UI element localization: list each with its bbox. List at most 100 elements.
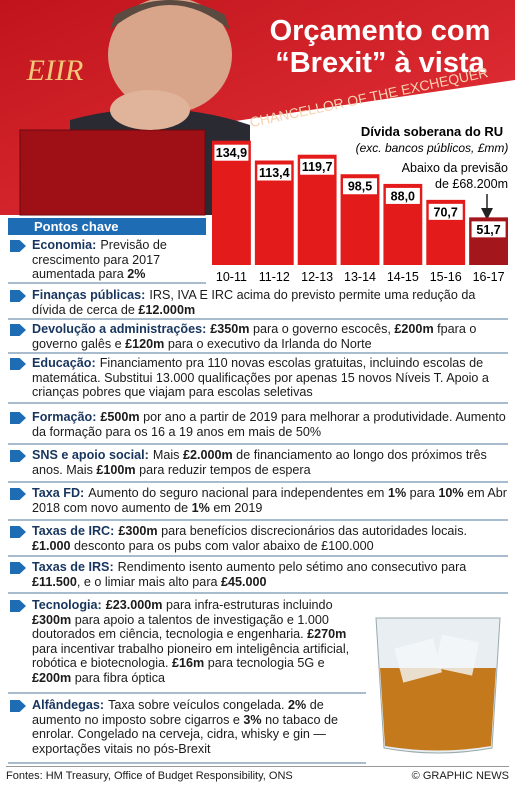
point-text: para reduzir tempos de espera bbox=[135, 462, 311, 477]
key-point: Taxa FD: Aumento do seguro nacional para … bbox=[8, 486, 508, 521]
x-tick-label: 13-14 bbox=[344, 270, 376, 284]
value-label-box bbox=[385, 187, 420, 204]
x-tick-label: 15-16 bbox=[430, 270, 462, 284]
key-point: SNS e apoio social: Mais £2.000m de finan… bbox=[8, 448, 508, 483]
chart-title: Dívida soberana do RU bbox=[361, 124, 503, 139]
point-title: Taxa FD: bbox=[32, 486, 85, 500]
point-text: £200m bbox=[394, 322, 434, 336]
header-chart: EIIR Orçamento com “Brexit” à vista CHAN… bbox=[0, 0, 515, 290]
point-text: Mais bbox=[152, 448, 183, 462]
point-text: para o governo escocês, bbox=[249, 322, 395, 336]
value-label: 70,7 bbox=[434, 205, 458, 219]
point-text: £23.000m bbox=[105, 598, 163, 612]
key-point: Devolução a administrações: £350m para o … bbox=[8, 322, 508, 354]
key-points-title: Pontos chave bbox=[8, 218, 206, 235]
point-text: em Abr 2018 com novo aumento de bbox=[32, 486, 507, 515]
point-text: Aumento do seguro nacional para independ… bbox=[88, 486, 388, 500]
photo-face bbox=[108, 0, 232, 113]
photo-hand bbox=[110, 90, 190, 130]
point-text: £12.000m bbox=[138, 302, 196, 317]
value-label: 113,4 bbox=[259, 166, 290, 180]
point-title: SNS e apoio social: bbox=[32, 448, 149, 462]
point-text: fpara o governo galês e bbox=[32, 322, 477, 351]
point-text: £16m bbox=[172, 656, 205, 671]
sources: Fontes: HM Treasury, Office of Budget Re… bbox=[6, 770, 293, 782]
annotation: de £68.200m bbox=[435, 177, 508, 191]
value-label-box bbox=[257, 164, 292, 181]
point-text: Financiamento pra 110 novas escolas grat… bbox=[32, 356, 489, 400]
value-label-box bbox=[300, 158, 335, 175]
point-text: £100m bbox=[96, 462, 136, 477]
point-text: £350m bbox=[210, 322, 250, 336]
point-text: 1% bbox=[191, 500, 210, 515]
point-text: para o executivo da Irlanda do Norte bbox=[164, 336, 372, 351]
point-title: Finanças públicas: bbox=[32, 288, 146, 302]
point-text: £11.500 bbox=[32, 574, 77, 589]
point-text: desconto para os pubs com valor abaixo d… bbox=[70, 538, 374, 553]
point-text: de financiamento ao longo dos próximos t… bbox=[32, 448, 487, 477]
point-title: Economia: bbox=[32, 238, 97, 252]
whisky-glass bbox=[375, 617, 501, 754]
chart-subtitle: (exc. bancos públicos, £mm) bbox=[356, 141, 509, 155]
point-text: em 2019 bbox=[209, 500, 263, 515]
photo-hair bbox=[110, 0, 230, 30]
point-text: £120m bbox=[125, 336, 165, 351]
point-text: £300m bbox=[118, 524, 158, 538]
point-text: £200m bbox=[32, 670, 72, 685]
key-point: Taxas de IRC: £300m para benefícios discr… bbox=[8, 524, 508, 557]
point-text: , e o limiar mais alto para bbox=[76, 574, 222, 589]
whisky bbox=[380, 668, 496, 751]
point-title: Formação: bbox=[32, 410, 97, 424]
point-text: £270m bbox=[307, 627, 347, 642]
point-title: Taxas de IRC: bbox=[32, 524, 115, 538]
point-text: 10% bbox=[438, 486, 464, 500]
point-text: £2.000m bbox=[182, 448, 233, 462]
key-point: Economia: Previsão de crescimento para 20… bbox=[8, 238, 206, 284]
point-text: £45.000 bbox=[221, 574, 267, 589]
key-point: Educação: Financiamento pra 110 novas esc… bbox=[8, 356, 508, 404]
point-text: IRS, IVA E IRC acima do previsto permite… bbox=[32, 288, 476, 317]
point-text: 1% bbox=[387, 486, 407, 500]
ice bbox=[394, 638, 442, 683]
point-text: para tecnologia 5G e bbox=[204, 656, 325, 671]
point-text: £300m bbox=[32, 612, 72, 627]
title-line1: Orçamento com bbox=[270, 15, 491, 47]
value-label: 98,5 bbox=[348, 180, 372, 194]
value-label-box bbox=[343, 178, 377, 195]
point-title: Educação: bbox=[32, 356, 96, 370]
photo-briefcase bbox=[19, 129, 206, 216]
footer: Fontes: HM Treasury, Office of Budget Re… bbox=[6, 766, 509, 782]
x-tick-label: 16-17 bbox=[473, 270, 505, 284]
value-label: 134,9 bbox=[216, 146, 247, 160]
value-label-box bbox=[214, 144, 249, 161]
point-text: para fibra óptica bbox=[71, 670, 166, 685]
title-line2: “Brexit” à vista bbox=[275, 47, 485, 79]
point-text: Rendimento isento aumento pelo sétimo an… bbox=[117, 560, 467, 574]
value-label: 88,0 bbox=[391, 189, 415, 203]
point-title: Devolução a administrações: bbox=[32, 322, 207, 336]
value-label-box bbox=[428, 203, 463, 220]
point-title: Taxas de IRS: bbox=[32, 560, 114, 574]
key-point: Tecnologia: £23.000m para infra-estrutura… bbox=[8, 598, 366, 694]
point-text: 2% bbox=[127, 267, 146, 282]
point-text: Previsão de crescimento para 2017 aument… bbox=[32, 238, 167, 282]
value-label: 51,7 bbox=[476, 223, 500, 237]
point-title: Tecnologia: bbox=[32, 598, 102, 612]
point-text: para infra-estruturas incluindo bbox=[162, 598, 333, 612]
annotation: Abaixo da previsão bbox=[402, 161, 508, 175]
point-text: para incentivar trabalho pioneiro em int… bbox=[32, 641, 350, 671]
x-tick-label: 10-11 bbox=[216, 270, 247, 284]
point-text: para apoio a talentos de investigação e … bbox=[32, 612, 329, 642]
point-text: para bbox=[406, 486, 439, 500]
point-text: para benefícios discrecionários das auto… bbox=[157, 524, 467, 538]
key-point: Taxas de IRS: Rendimento isento aumento p… bbox=[8, 560, 508, 594]
point-text: Taxa sobre veículos congelada. bbox=[108, 698, 288, 712]
credit: © GRAPHIC NEWS bbox=[411, 770, 509, 782]
point-text: de aumento no imposto sobre cigarros e bbox=[32, 698, 324, 727]
point-text: por ano a partir de 2019 para melhorar a… bbox=[32, 410, 506, 439]
key-point: Alfândegas: Taxa sobre veículos congelada… bbox=[8, 698, 366, 764]
value-label: 119,7 bbox=[302, 160, 333, 174]
point-text: no tabaco de enrolar. Congelado na cerve… bbox=[32, 712, 338, 756]
key-point: Finanças públicas: IRS, IVA E IRC acima d… bbox=[8, 288, 508, 320]
point-text: £1.000 bbox=[32, 538, 71, 553]
